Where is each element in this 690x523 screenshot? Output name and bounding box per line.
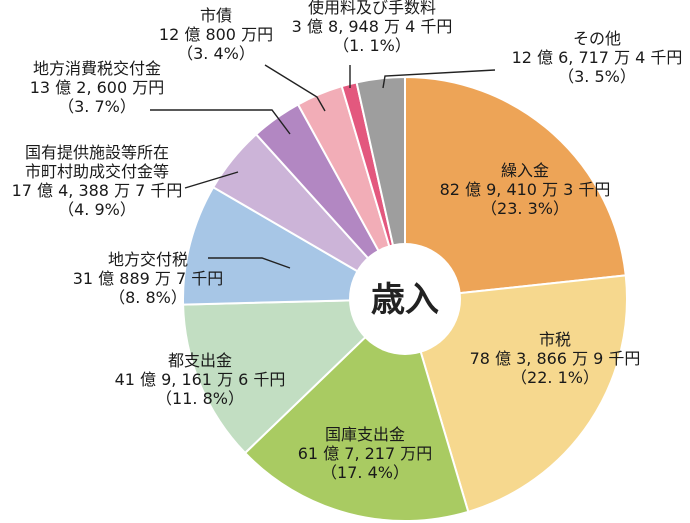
center-hole [349,243,461,355]
slice-name: その他 [573,29,621,48]
pie-slice-kurikomikin [404,75,627,301]
slice-percent: （22. 1%） [511,368,599,387]
slice-label-shiyoryo: 使用料及び手数料 3 億 8, 948 万 4 千円（1. 1%） [292,0,453,55]
slice-label-shizei: 市税 78 億 3, 866 万 9 千円（22. 1%） [470,330,641,387]
leader-line-sonota [382,69,496,89]
slice-percent: （4. 9%） [58,200,136,219]
slice-name: 都支出金 [168,351,232,370]
slice-name: 使用料及び手数料 [308,0,436,17]
slice-label-shohizei: 地方消費税交付金 13 億 2, 600 万円（3. 7%） [30,59,165,116]
slice-name: 市町村助成交付金等 [25,162,169,181]
slice-amount: 61 億 7, 217 万円 [298,444,433,463]
slice-percent: （8. 8%） [109,288,187,307]
slice-label-kurikomikin: 繰入金 82 億 9, 410 万 3 千円（23. 3%） [440,161,611,218]
slice-label-kokuyu: 国有提供施設等所在市町村助成交付金等 17 億 4, 388 万 7 千円（4. … [12,143,183,219]
slice-amount: 41 億 9, 161 万 6 千円 [115,370,286,389]
slice-label-kokko: 国庫支出金 61 億 7, 217 万円（17. 4%） [298,425,433,482]
leader-lines [150,64,496,269]
slice-percent: （11. 8%） [156,389,244,408]
slice-percent: （23. 3%） [481,199,569,218]
pie-slice-shizei [403,274,628,514]
slice-percent: （3. 4%） [177,44,255,63]
leader-line-kokuyu [184,171,239,189]
slice-label-chihokofuzei: 地方交付税 31 億 889 万 7 千円（8. 8%） [73,250,224,307]
slice-amount: 31 億 889 万 7 千円 [73,269,224,288]
slice-name: 地方交付税 [108,250,188,269]
pie-slice-chihokofuzei [182,185,409,306]
pie-slice-toshishutsu [182,297,408,455]
slice-name: 市税 [539,330,571,349]
center-label: 歳入 [371,280,439,320]
leader-line-chihokofuzei [208,257,291,269]
slice-name: 地方消費税交付金 [33,59,161,78]
slice-percent: （17. 4%） [321,463,409,482]
slice-amount: 17 億 4, 388 万 7 千円 [12,181,183,200]
slice-label-sonota: その他 12 億 6, 717 万 4 千円（3. 5%） [512,29,683,86]
slice-amount: 3 億 8, 948 万 4 千円 [292,17,453,36]
leader-line-shisai [264,64,326,112]
slice-percent: （3. 7%） [58,97,136,116]
slice-name: 国庫支出金 [325,425,405,444]
slice-percent: （1. 1%） [333,36,411,55]
slice-amount: 12 億 800 万円 [159,25,273,44]
slice-name: 市債 [200,6,232,25]
slice-amount: 82 億 9, 410 万 3 千円 [440,180,611,199]
pie-slice-sonota [355,75,406,300]
slice-amount: 78 億 3, 866 万 9 千円 [470,349,641,368]
slice-percent: （3. 5%） [558,67,636,86]
slice-label-shisai: 市債 12 億 800 万円（3. 4%） [159,6,273,63]
slice-label-toshishutsu: 都支出金 41 億 9, 161 万 6 千円（11. 8%） [115,351,286,408]
slice-amount: 12 億 6, 717 万 4 千円 [512,48,683,67]
slice-name: 繰入金 [501,161,549,180]
slice-labels: 繰入金 82 億 9, 410 万 3 千円（23. 3%） 市税 78 億 3, 8… [12,0,683,482]
slice-name: 国有提供施設等所在 [25,143,169,162]
slice-amount: 13 億 2, 600 万円 [30,78,165,97]
leader-line-shohizei [150,109,291,135]
